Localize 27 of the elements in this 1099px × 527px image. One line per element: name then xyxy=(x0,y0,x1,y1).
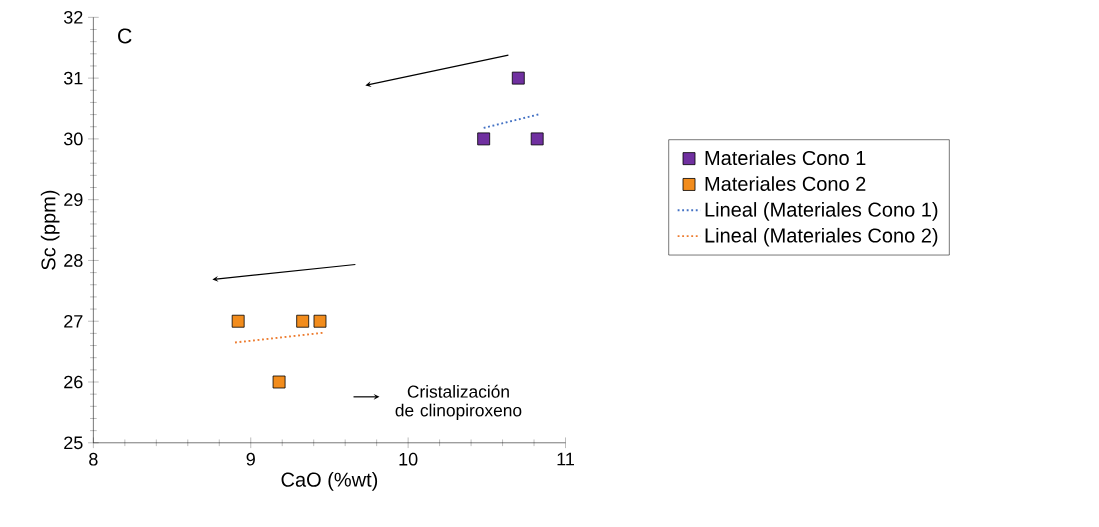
point xyxy=(296,314,310,328)
y-tick-label: 29 xyxy=(64,193,83,207)
x-tick-label: 10 xyxy=(399,452,418,466)
y-axis-title: Sc (ppm) xyxy=(40,190,60,270)
y-tick-label: 27 xyxy=(64,315,83,328)
legend-label: Materiales Cono 1 xyxy=(705,150,866,166)
y-tick-label: 32 xyxy=(63,11,83,24)
annotation: Cristalización de clinopiroxeno xyxy=(395,384,522,420)
point xyxy=(313,314,327,328)
y-tick-label: 30 xyxy=(63,132,83,146)
y-tick-label: 26 xyxy=(64,375,83,389)
y-tick-label: 31 xyxy=(63,71,83,85)
point xyxy=(511,71,525,85)
legend-label: Lineal (Materiales Cono 1) xyxy=(705,202,938,221)
x-tick-label: 9 xyxy=(246,452,255,466)
point xyxy=(477,132,491,146)
legend-label: Materiales Cono 2 xyxy=(705,176,866,191)
x-tick-label: 8 xyxy=(89,452,98,466)
legend-label: Lineal (Materiales Cono 2) xyxy=(705,227,938,247)
x-axis-title: CaO (%wt) xyxy=(281,472,378,491)
x-tick-label: 11 xyxy=(557,452,574,466)
point xyxy=(231,314,245,328)
annotation: C xyxy=(118,28,132,44)
y-tick-label: 25 xyxy=(64,436,83,450)
y-tick-label: 28 xyxy=(64,254,83,267)
point xyxy=(272,375,286,389)
point xyxy=(530,132,544,146)
